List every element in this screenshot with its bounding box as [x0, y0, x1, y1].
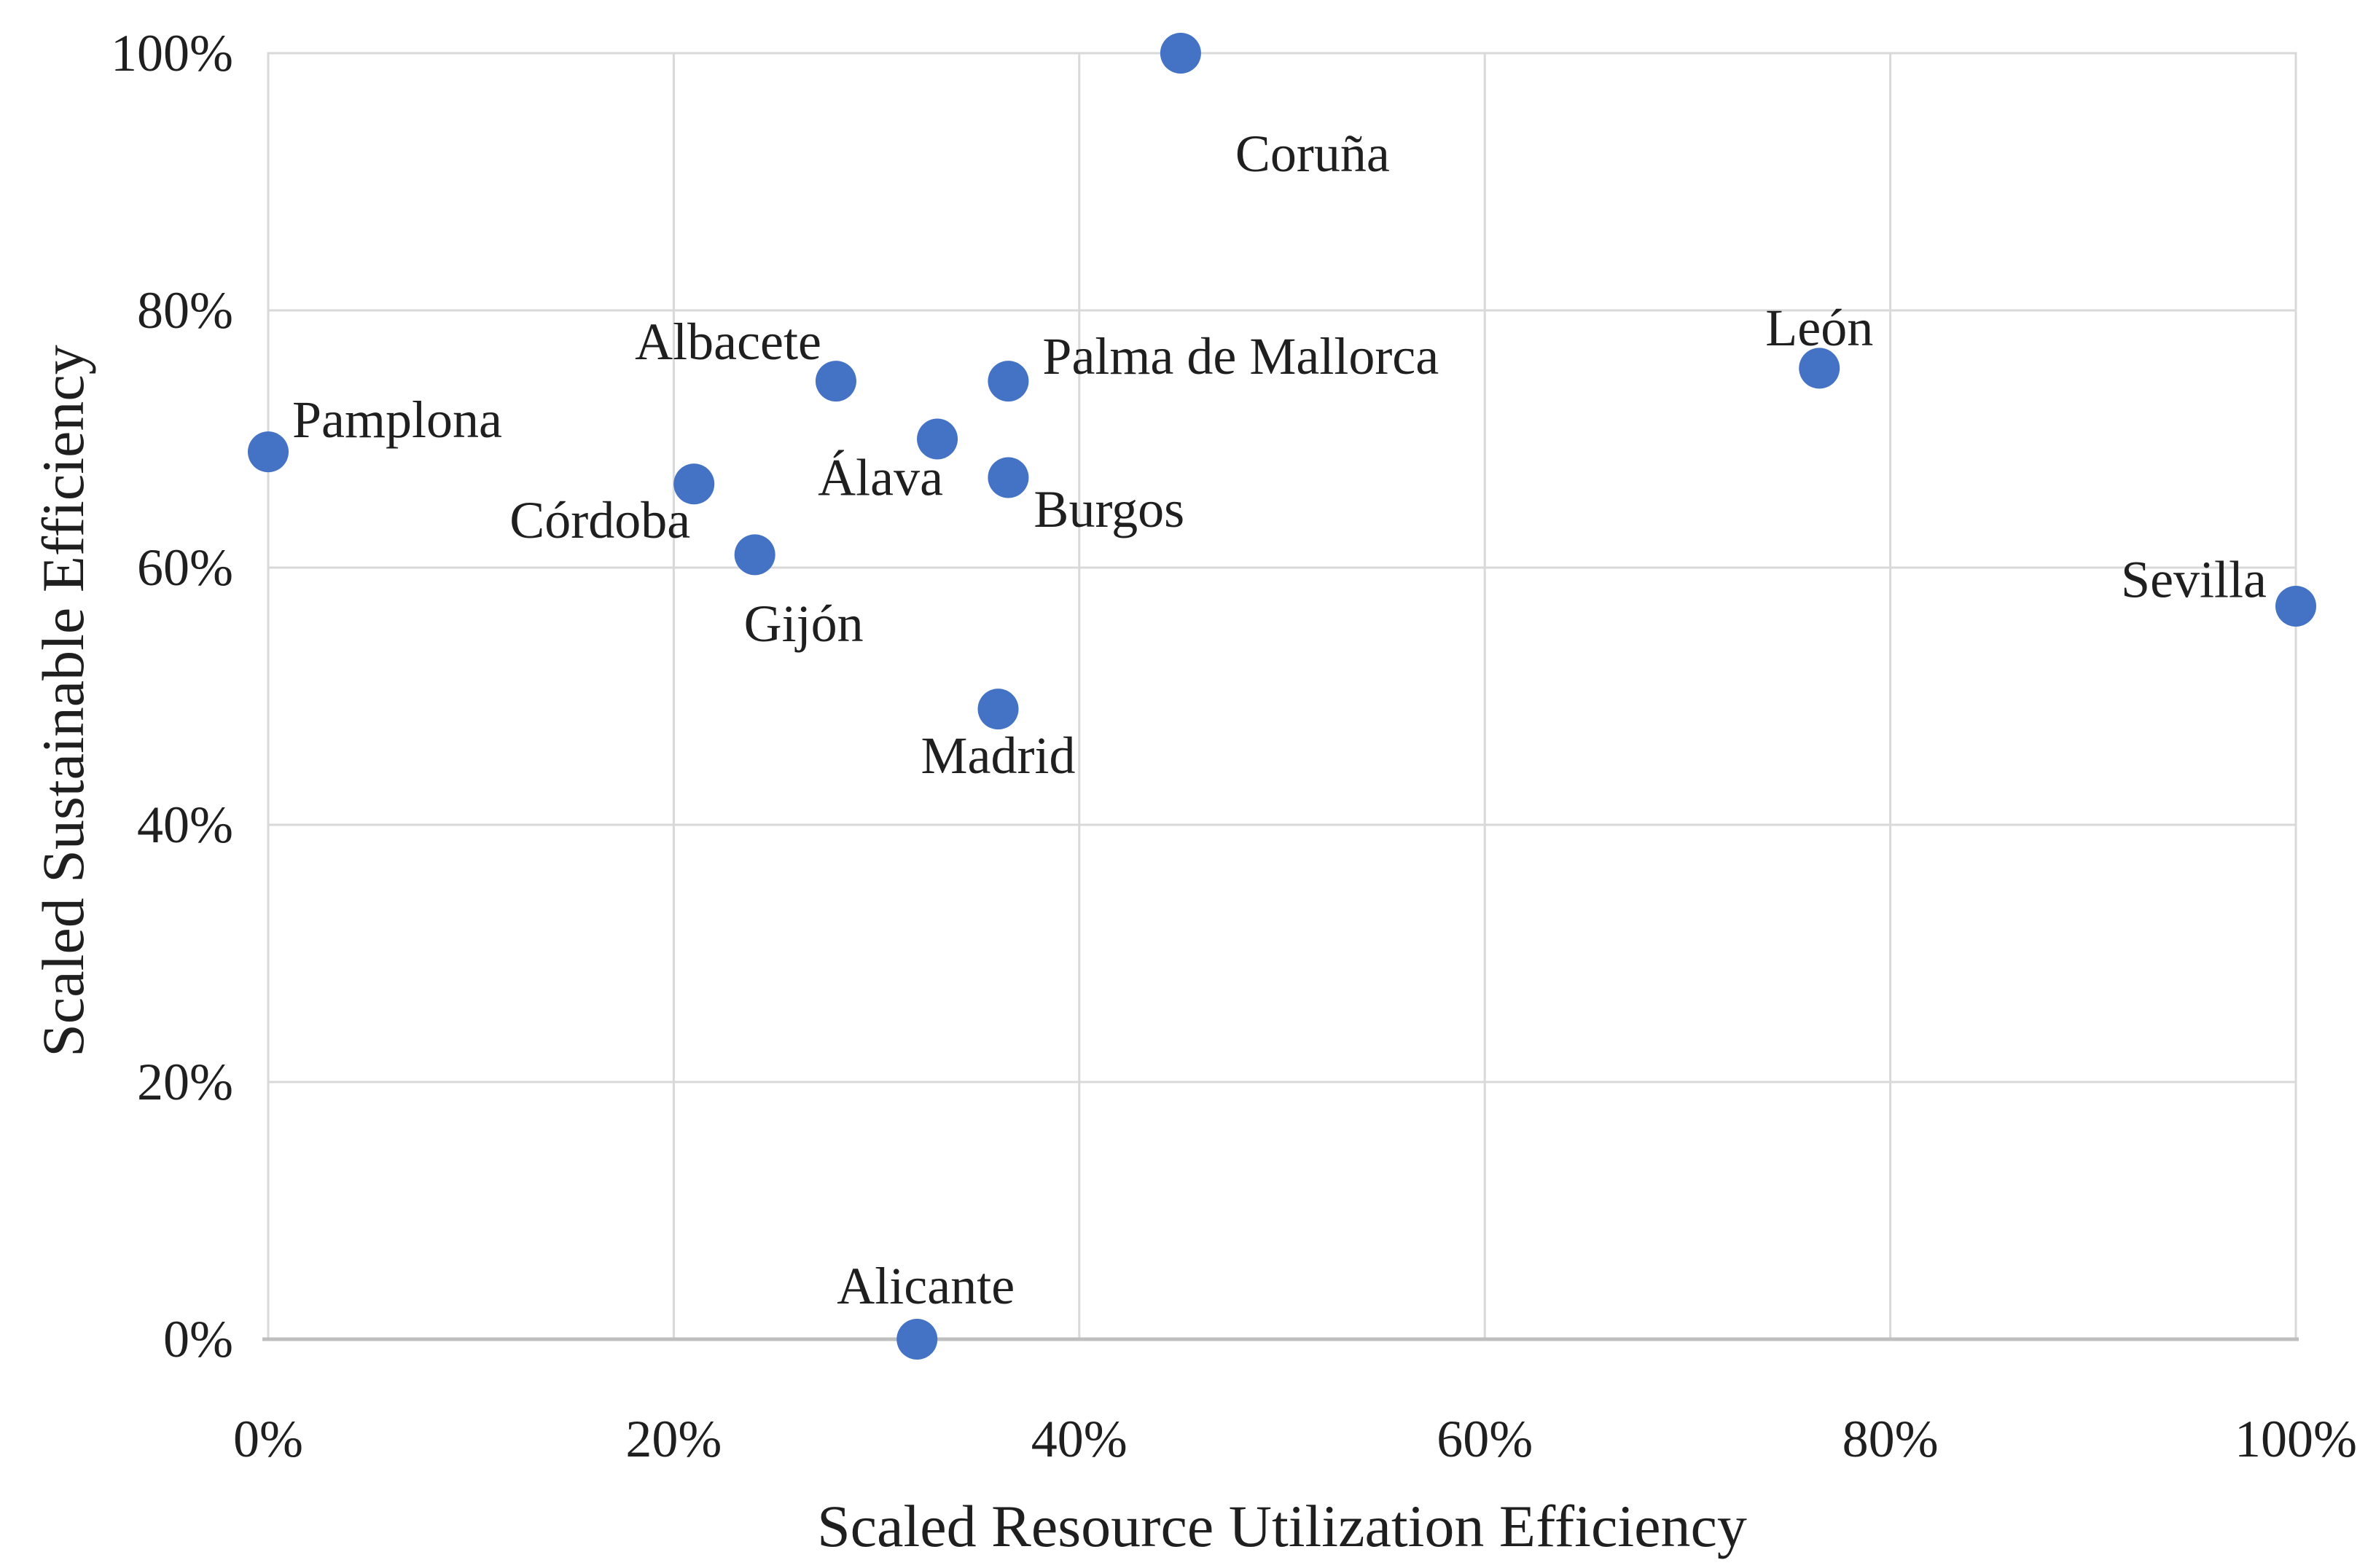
point-label: Coruña — [1235, 125, 1390, 183]
data-point — [673, 463, 715, 505]
data-point — [896, 1319, 938, 1360]
point-label: León — [1765, 299, 1873, 357]
y-tick-label: 100% — [111, 24, 233, 82]
y-tick-label: 20% — [137, 1053, 233, 1111]
data-point — [815, 361, 856, 402]
point-label: Pamplona — [292, 391, 502, 449]
plot-border — [267, 52, 2297, 1341]
x-tick-label: 60% — [1437, 1410, 1533, 1468]
point-label: Córdoba — [509, 491, 690, 549]
y-tick-label: 80% — [137, 281, 233, 340]
x-tick-label: 0% — [233, 1410, 303, 1468]
data-point — [988, 457, 1029, 498]
data-point — [734, 534, 775, 576]
x-axis-title: Scaled Resource Utilization Efficiency — [817, 1493, 1747, 1559]
point-label: Álava — [818, 448, 943, 506]
data-point — [1160, 33, 1201, 74]
data-point — [2275, 585, 2316, 627]
data-point — [917, 418, 958, 460]
x-tick-label: 80% — [1842, 1410, 1939, 1468]
point-label: Alicante — [837, 1257, 1015, 1315]
x-tick-label: 100% — [2235, 1410, 2357, 1468]
y-axis-title: Scaled Sustainable Efficiency — [30, 345, 96, 1057]
x-tick-label: 40% — [1031, 1410, 1128, 1468]
point-label: Sevilla — [2121, 551, 2267, 609]
data-point — [988, 361, 1029, 402]
x-tick-label: 20% — [625, 1410, 722, 1468]
data-point — [1799, 348, 1840, 389]
data-point — [977, 689, 1019, 730]
y-tick-label: 0% — [163, 1310, 233, 1368]
point-label: Burgos — [1033, 480, 1184, 538]
data-point — [248, 431, 289, 473]
point-label: Gijón — [744, 595, 864, 653]
point-label: Palma de Mallorca — [1042, 327, 1439, 385]
y-tick-label: 40% — [137, 796, 233, 854]
point-label: Albacete — [635, 313, 821, 371]
y-tick-label: 60% — [137, 538, 233, 597]
point-label: Madrid — [921, 726, 1076, 785]
